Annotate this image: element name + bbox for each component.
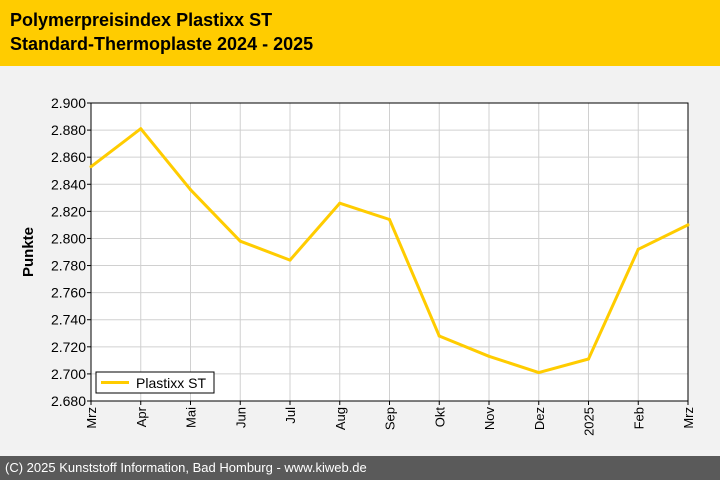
data-point — [487, 354, 491, 358]
data-point — [388, 217, 391, 221]
footer-bar: (C) 2025 Kunststoff Information, Bad Hom… — [0, 456, 720, 480]
y-tick-label: 2.840 — [51, 176, 86, 192]
x-tick-label: Dez — [532, 407, 547, 430]
y-tick-label: 2.820 — [51, 203, 86, 219]
x-tick-label: 2025 — [582, 407, 597, 436]
data-point — [139, 127, 143, 131]
y-tick-label: 2.880 — [51, 122, 86, 138]
y-tick-label: 2.860 — [51, 149, 86, 165]
data-point — [537, 371, 541, 375]
chart-subtitle: Standard-Thermoplaste 2024 - 2025 — [10, 34, 314, 54]
data-point — [636, 247, 640, 251]
x-tick-label: Aug — [333, 407, 348, 430]
x-tick-label: Okt — [432, 407, 447, 428]
y-tick-label: 2.800 — [51, 230, 86, 246]
x-tick-label: Nov — [482, 407, 497, 431]
y-tick-label: 2.780 — [51, 258, 86, 274]
y-tick-label: 2.760 — [51, 285, 86, 301]
data-point — [238, 239, 242, 243]
data-point — [437, 334, 441, 338]
x-tick-label: Jun — [233, 407, 248, 428]
chart-title: Polymerpreisindex Plastixx ST — [10, 10, 273, 30]
legend-label: Plastixx ST — [136, 375, 206, 391]
y-tick-label: 2.900 — [51, 95, 86, 111]
data-point — [288, 258, 292, 262]
y-tick-label: 2.700 — [51, 366, 86, 382]
x-tick-label: Sep — [383, 407, 398, 430]
x-tick-label: Mai — [184, 407, 199, 428]
data-point — [189, 188, 192, 192]
x-tick-label: Mrz — [84, 407, 99, 429]
x-tick-label: Jul — [283, 407, 298, 424]
y-tick-label: 2.680 — [51, 393, 86, 409]
data-point — [686, 223, 690, 227]
legend-box — [95, 371, 215, 394]
y-axis-label: Punkte — [20, 227, 37, 277]
data-point — [587, 357, 590, 361]
copyright-text: (C) 2025 Kunststoff Information, Bad Hom… — [5, 460, 367, 475]
plot-border — [90, 102, 689, 402]
x-tick-label: Apr — [134, 406, 149, 427]
chart-header: Polymerpreisindex Plastixx ST Standard-T… — [0, 0, 720, 66]
x-tick-label: Feb — [631, 407, 646, 429]
line-chart: 2.680 2.700 2.720 2.740 2.760 2.780 2.800 2.820… — [20, 95, 696, 436]
data-point — [89, 165, 93, 169]
x-tick-label: Mrz — [681, 407, 696, 429]
y-tick-label: 2.720 — [51, 339, 86, 355]
data-point — [338, 201, 342, 205]
y-tick-label: 2.740 — [51, 312, 86, 328]
